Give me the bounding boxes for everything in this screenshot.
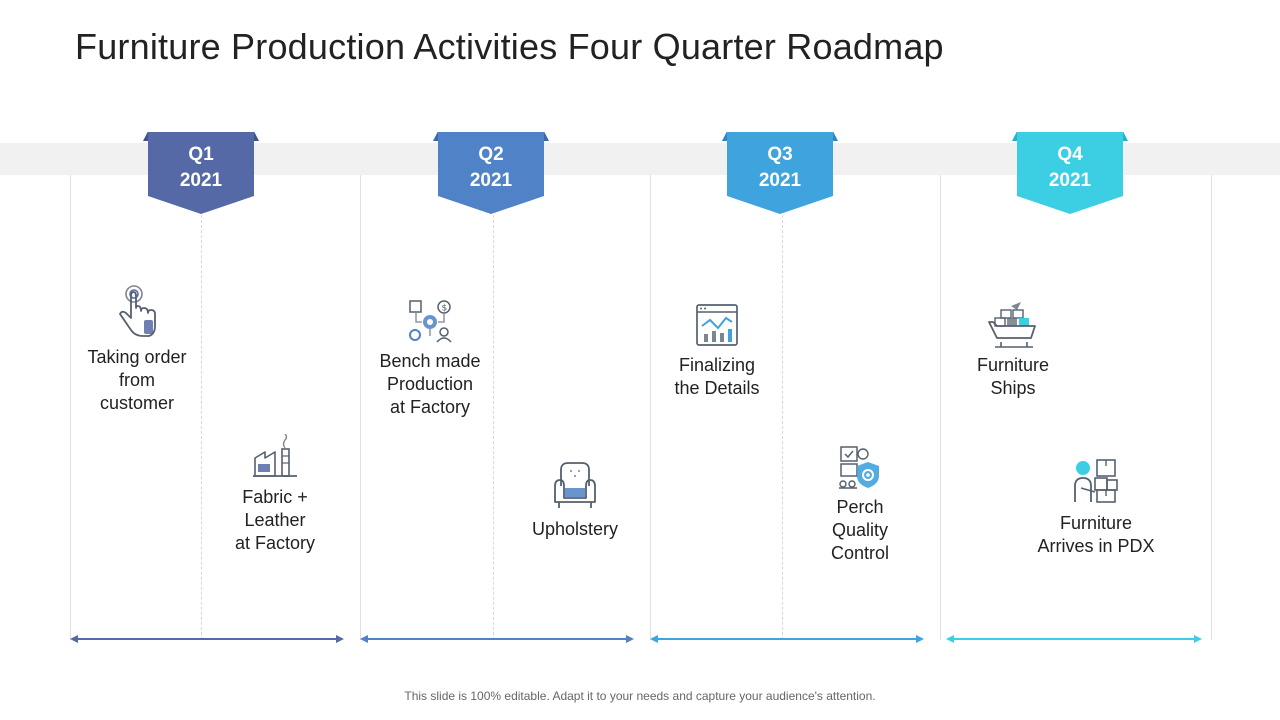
activity-fabric-leather: Fabric + Leather at Factory (210, 434, 340, 555)
quarter-span-arrow-q3 (650, 635, 924, 643)
page-title: Furniture Production Activities Four Qua… (75, 26, 944, 67)
quarter-label: Q4 (1057, 144, 1083, 165)
quarter-column-q4 (940, 175, 1212, 640)
cargo-ship-icon (988, 302, 1036, 348)
svg-text:$: $ (442, 304, 448, 314)
activity-line: Taking order (87, 347, 187, 367)
production-process-icon: $ (409, 300, 452, 343)
activity-line: Arrives in PDX (1037, 536, 1155, 556)
activity-line: Perch (836, 497, 884, 517)
activity-line: Furniture (976, 355, 1050, 375)
divider-q3 (782, 215, 783, 640)
quarter-year: 2021 (1048, 170, 1092, 191)
activity-line: at Factory (234, 533, 316, 553)
activity-line: customer (99, 393, 175, 413)
quality-control-icon (839, 446, 879, 489)
quarter-year: 2021 (179, 170, 223, 191)
activity-line: Fabric + (242, 487, 308, 507)
quarter-span-arrow-q2 (360, 635, 634, 643)
activity-line: Upholstery (531, 519, 619, 539)
quarter-column-q1 (70, 175, 360, 640)
quarter-span-arrow-q4 (946, 635, 1202, 643)
activity-line: Ships (990, 378, 1036, 398)
activity-bench-made: $ Bench made Production at Factory (365, 298, 495, 419)
activity-taking-order: Taking order from customer (72, 284, 202, 415)
quarter-ribbon-q4: Q4 2021 (1017, 132, 1123, 214)
delivery-person-icon (1074, 459, 1118, 503)
quarter-span-arrow-q1 (70, 635, 344, 643)
quarter-ribbon-q1: Q1 2021 (148, 132, 254, 214)
quarter-label: Q2 (478, 144, 504, 165)
activity-line: from (119, 370, 155, 390)
activity-furniture-arrives: Furniture Arrives in PDX (1026, 456, 1166, 558)
factory-icon (253, 434, 297, 477)
analytics-dashboard-icon (696, 304, 738, 346)
quarter-year: 2021 (758, 170, 802, 191)
activity-line: Finalizing (678, 355, 756, 375)
activity-line: at Factory (389, 397, 471, 417)
quarter-year: 2021 (469, 170, 513, 191)
activity-line: Quality (831, 520, 889, 540)
divider-q1 (201, 215, 202, 640)
activity-line: Bench made (379, 351, 481, 371)
quarter-label: Q3 (767, 144, 793, 165)
activity-line: Leather (244, 510, 306, 530)
footer-note: This slide is 100% editable. Adapt it to… (404, 689, 876, 703)
activity-finalizing: Finalizing the Details (652, 302, 782, 400)
touch-hand-icon (119, 285, 156, 337)
quarter-column-q3 (650, 175, 940, 640)
activity-line: Control (830, 543, 890, 563)
activity-perch-quality: Perch Quality Control (795, 444, 925, 565)
quarter-ribbon-q2: Q2 2021 (438, 132, 544, 214)
armchair-icon (554, 462, 596, 508)
activity-line: Production (386, 374, 474, 394)
activity-furniture-ships: Furniture Ships (948, 300, 1078, 400)
activity-line: Furniture (1059, 513, 1133, 533)
activity-upholstery: Upholstery (510, 460, 640, 541)
activity-line: the Details (674, 378, 760, 398)
quarter-label: Q1 (188, 144, 214, 165)
quarter-column-q2 (360, 175, 650, 640)
divider-q2 (493, 215, 494, 640)
quarter-ribbon-q3: Q3 2021 (727, 132, 833, 214)
